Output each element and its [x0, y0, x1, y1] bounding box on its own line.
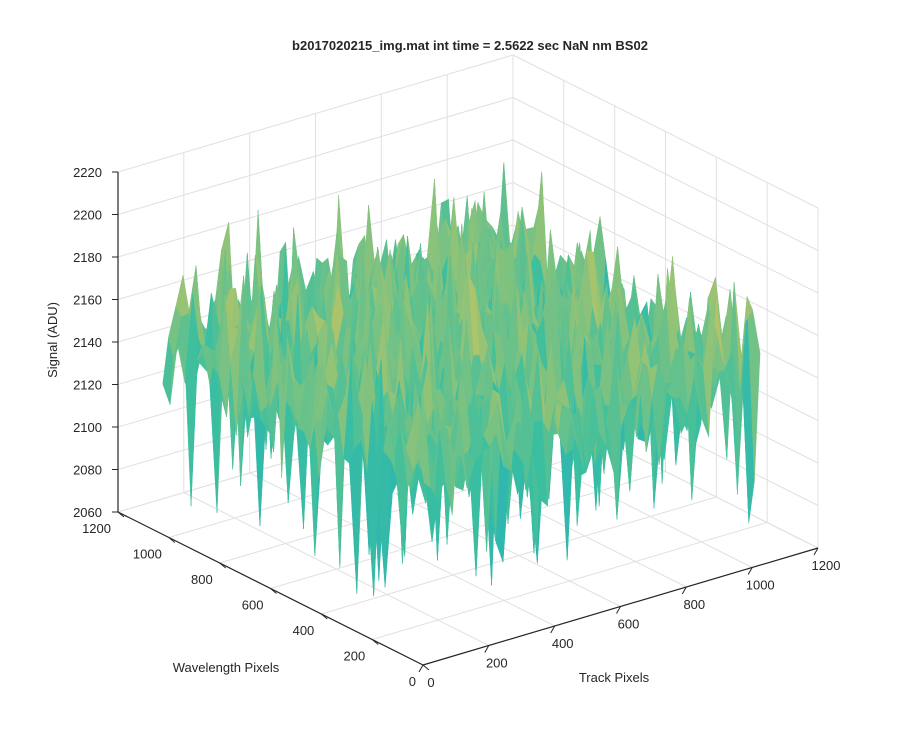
x-tick-label: 200: [486, 656, 508, 671]
y-tick-label: 400: [293, 623, 315, 638]
z-tick-label: 2140: [73, 335, 102, 350]
back-wall-grid-line: [117, 97, 514, 215]
y-tick-label: 600: [242, 598, 264, 613]
z-tick-label: 2160: [73, 293, 102, 308]
back-wall-grid-line: [117, 54, 514, 173]
y-tick-mark: [168, 537, 176, 543]
x-tick-mark: [616, 606, 621, 614]
chart-title: b2017020215_img.mat int time = 2.5622 se…: [292, 38, 648, 53]
tick-labels: 0 200 400 600 800 1000 1200 0 200 400 600 800 1000 12…: [73, 165, 840, 690]
y-tick-mark: [219, 562, 227, 569]
y-tick-mark: [270, 588, 277, 594]
y-tick-mark: [320, 613, 328, 620]
x-tick-label: 0: [427, 675, 434, 690]
axis-lines: [112, 171, 819, 673]
y-tick-label: 200: [343, 649, 365, 664]
surface-cell: [417, 390, 431, 489]
x-tick-mark: [418, 664, 424, 673]
z-tick-label: 2100: [73, 420, 102, 435]
y-tick-label: 1200: [82, 521, 111, 536]
x-tick-mark: [747, 567, 753, 575]
y-tick-mark: [117, 511, 125, 518]
side-wall-grid-line: [512, 139, 819, 294]
surface-mesh: [162, 162, 761, 597]
y-tick-label: 1000: [133, 547, 162, 562]
surface-cell: [622, 403, 636, 492]
z-tick-label: 2220: [73, 165, 102, 180]
y-tick-label: 800: [191, 572, 213, 587]
floor-grid-line: [372, 522, 768, 640]
side-wall-grid-line: [512, 97, 819, 251]
x-tick-mark: [550, 625, 556, 634]
x-axis-label: Track Pixels: [579, 670, 650, 685]
floor-grid-line: [321, 496, 717, 615]
x-tick-label: 1200: [812, 558, 841, 573]
x-tick-mark: [813, 547, 819, 556]
z-tick-label: 2060: [73, 505, 102, 520]
x-tick-label: 600: [618, 617, 640, 632]
x-tick-label: 800: [683, 597, 705, 612]
z-tick-label: 2120: [73, 378, 102, 393]
z-axis-label: Signal (ADU): [45, 302, 60, 378]
x-tick-label: 1000: [746, 578, 775, 593]
z-tick-label: 2200: [73, 208, 102, 223]
z-tick-label: 2080: [73, 463, 102, 478]
side-wall-grid-line: [512, 54, 819, 209]
back-wall-grid-line: [117, 139, 514, 258]
y-tick-mark: [371, 639, 379, 645]
x-tick-mark: [484, 645, 490, 653]
y-tick-label: 0: [409, 674, 416, 689]
side-wall-grid-line: [512, 182, 819, 336]
x-tick-mark: [681, 586, 687, 595]
y-axis-label: Wavelength Pixels: [173, 660, 280, 675]
y-tick-mark: [422, 664, 430, 671]
z-tick-label: 2180: [73, 250, 102, 265]
x-tick-label: 400: [552, 636, 574, 651]
